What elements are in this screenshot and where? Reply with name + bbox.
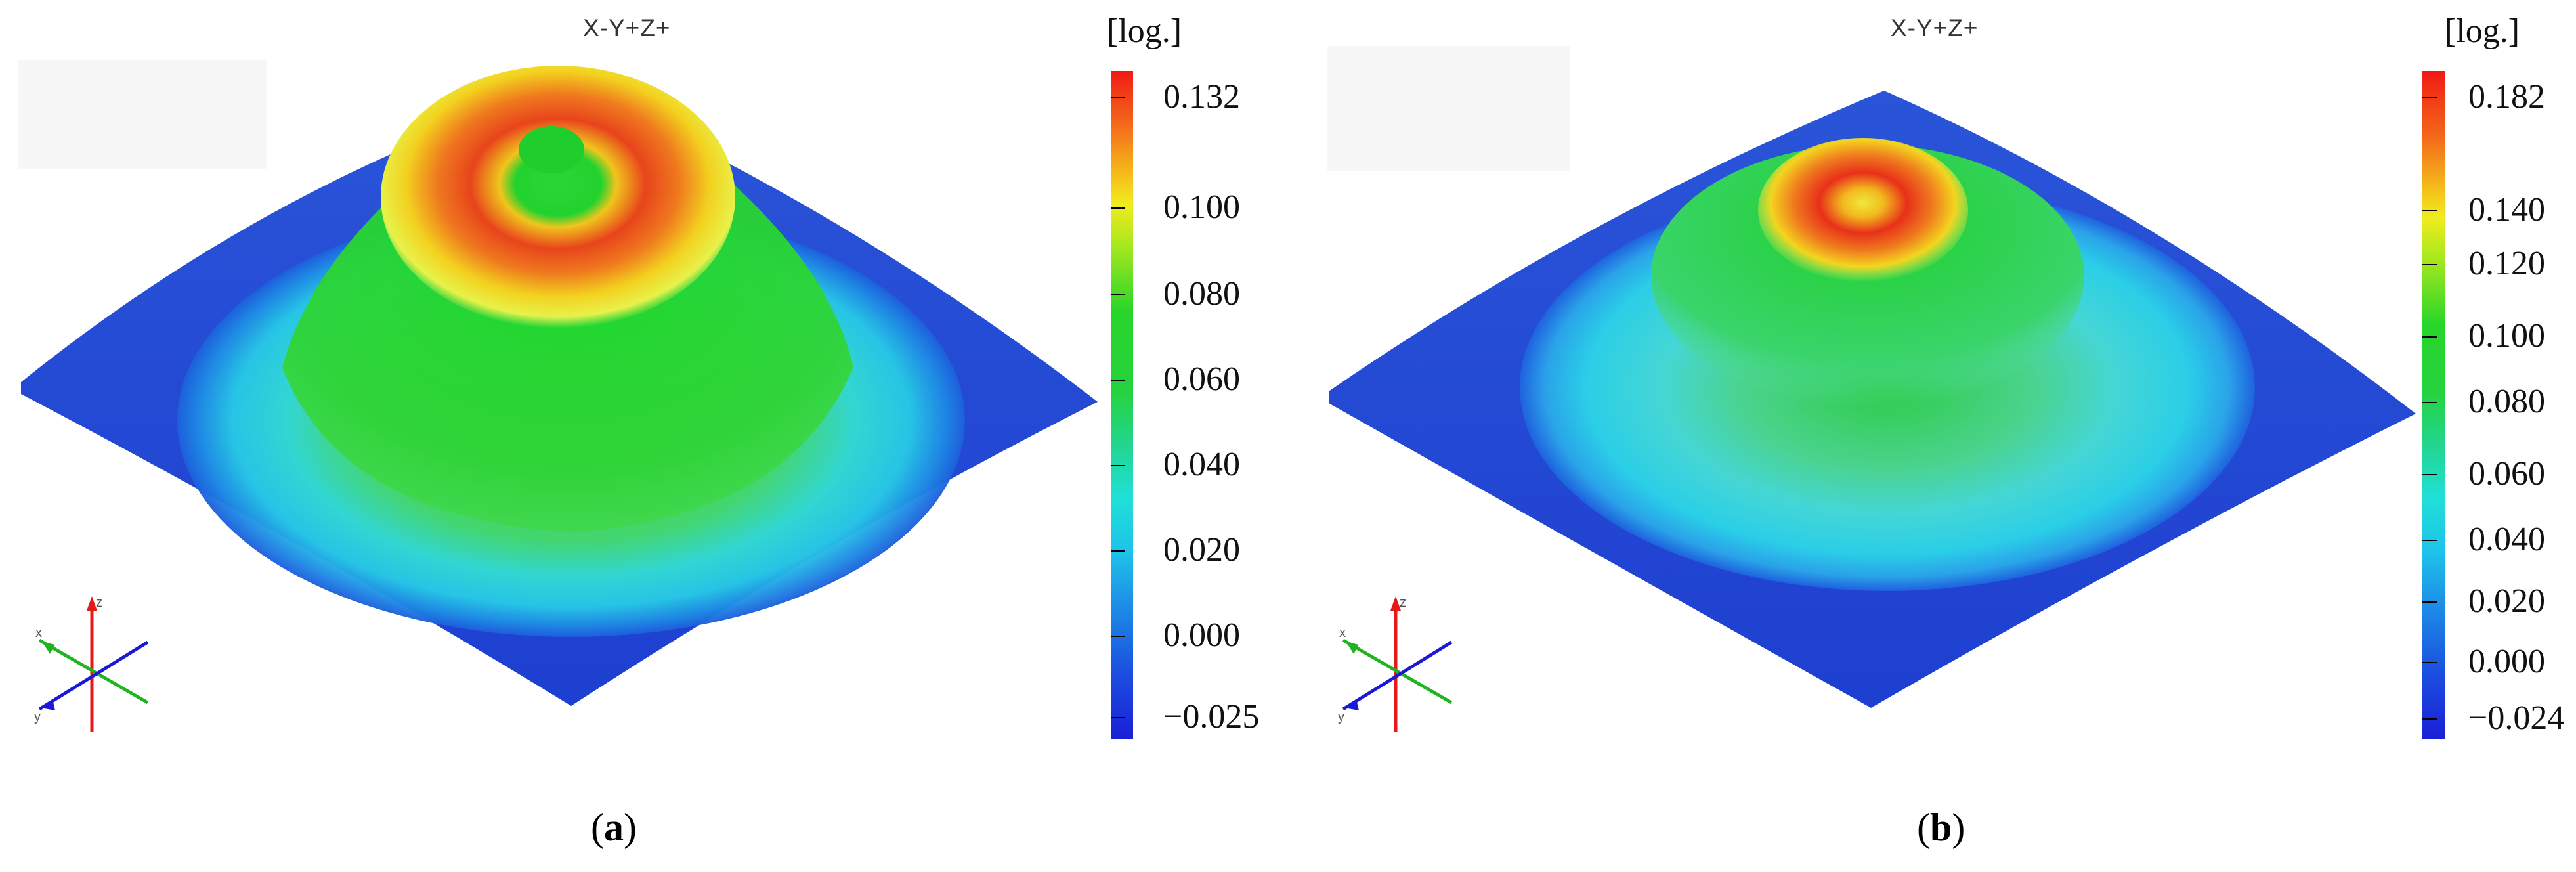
surface-peak-center bbox=[519, 126, 584, 173]
colorbar bbox=[1111, 71, 1133, 739]
colorbar-tick-label: 0.100 bbox=[1163, 188, 1240, 226]
panel-b: X-Y+Z+ bbox=[1306, 0, 2576, 872]
axis-triad-icon: z x y bbox=[34, 596, 149, 732]
colorbar-tick-label: 0.080 bbox=[1163, 275, 1240, 313]
colorbar-tick bbox=[2422, 540, 2437, 541]
colorbar-tick-label: 0.182 bbox=[2468, 78, 2545, 116]
contour-surface-plot bbox=[1329, 91, 2416, 708]
axis-triad-icon: z x y bbox=[1338, 596, 1453, 732]
view-orientation-label: X-Y+Z+ bbox=[583, 14, 671, 41]
surface-peak bbox=[1758, 138, 1968, 282]
colorbar-tick bbox=[2422, 97, 2437, 98]
triad-y-label: y bbox=[34, 710, 41, 724]
contour-surface-plot bbox=[21, 66, 1098, 706]
blank-label-area bbox=[18, 60, 267, 169]
colorbar-tick-label: 0.000 bbox=[1163, 617, 1240, 654]
caption-letter: a bbox=[603, 806, 624, 849]
colorbar-tick-label: 0.040 bbox=[2468, 521, 2545, 558]
colorbar-tick bbox=[2422, 662, 2437, 663]
colorbar-tick bbox=[2422, 601, 2437, 603]
triad-y-label: y bbox=[1338, 710, 1344, 724]
colorbar-tick bbox=[1111, 717, 1125, 718]
colorbar-tick-label: 0.060 bbox=[2468, 455, 2545, 492]
colorbar-unit-label: [log.] bbox=[1107, 12, 1182, 50]
colorbar-tick bbox=[1111, 97, 1125, 98]
colorbar-tick-label: −0.025 bbox=[1163, 698, 1260, 735]
colorbar-tick bbox=[1111, 636, 1125, 637]
panel-a: X-Y+Z+ bbox=[18, 12, 1260, 849]
triad-z-label: z bbox=[1400, 596, 1406, 610]
colorbar-tick-label: 0.100 bbox=[2468, 317, 2545, 355]
colorbar-tick-label: 0.020 bbox=[2468, 582, 2545, 620]
colorbar-tick-label: 0.020 bbox=[1163, 531, 1240, 569]
colorbar-tick-label: 0.120 bbox=[2468, 245, 2545, 282]
colorbar-tick bbox=[1111, 294, 1125, 295]
colorbar-tick-label: 0.060 bbox=[1163, 360, 1240, 398]
colorbar-tick-label: −0.024 bbox=[2468, 699, 2565, 737]
colorbar-unit-label: [log.] bbox=[2445, 12, 2520, 50]
colorbar-tick bbox=[1111, 465, 1125, 466]
colorbar-tick bbox=[2422, 402, 2437, 403]
colorbar bbox=[2422, 71, 2445, 739]
colorbar-tick bbox=[2422, 210, 2437, 211]
triad-z-label: z bbox=[96, 596, 102, 610]
colorbar-tick bbox=[2422, 718, 2437, 720]
view-orientation-label: X-Y+Z+ bbox=[1891, 14, 1979, 41]
colorbar-tick-label: 0.040 bbox=[1163, 446, 1240, 483]
blank-label-area bbox=[1327, 46, 1570, 171]
triad-x-label: x bbox=[35, 626, 42, 640]
colorbar-tick-label: 0.000 bbox=[2468, 643, 2545, 680]
triad-x-label: x bbox=[1339, 626, 1346, 640]
colorbar-tick-label: 0.132 bbox=[1163, 78, 1240, 116]
colorbar-tick bbox=[2422, 474, 2437, 475]
surface-peak bbox=[381, 66, 735, 328]
caption-letter: b bbox=[1929, 806, 1952, 849]
colorbar-tick bbox=[1111, 207, 1125, 209]
colorbar-tick bbox=[2422, 336, 2437, 338]
colorbar-tick-label: 0.080 bbox=[2468, 383, 2545, 420]
colorbar-tick bbox=[2422, 264, 2437, 265]
panel-caption: (a) bbox=[591, 806, 637, 849]
colorbar-tick bbox=[1111, 380, 1125, 381]
panel-caption: (b) bbox=[1917, 806, 1965, 849]
colorbar-tick bbox=[1111, 550, 1125, 552]
colorbar-tick-label: 0.140 bbox=[2468, 191, 2545, 229]
